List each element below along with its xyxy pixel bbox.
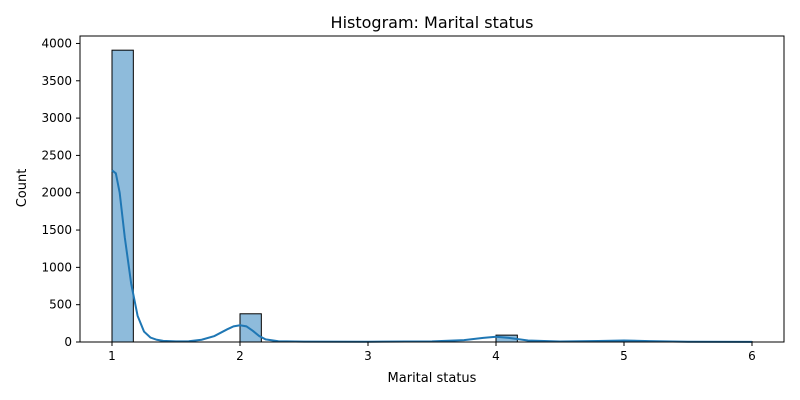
y-axis-ticks: 0 500 1000 1500 2000 2500 3000 3500 4000: [41, 36, 80, 349]
y-tick-label-2000: 2000: [41, 186, 72, 200]
x-tick-label-6: 6: [748, 349, 756, 363]
histogram-bar-2: [239, 313, 262, 343]
y-tick-label-2500: 2500: [41, 148, 72, 162]
x-tick-label-3: 3: [364, 349, 372, 363]
y-tick-label-1000: 1000: [41, 260, 72, 274]
x-tick-label-4: 4: [492, 349, 500, 363]
x-tick-label-1: 1: [108, 349, 116, 363]
chart-title: Histogram: Marital status: [331, 13, 534, 32]
y-tick-label-4000: 4000: [41, 36, 72, 50]
x-tick-label-5: 5: [620, 349, 628, 363]
kde-curve: [111, 169, 753, 343]
y-axis-label: Count: [15, 169, 30, 208]
x-axis-ticks: 1 2 3 4 5 6: [108, 342, 756, 363]
y-tick-label-0: 0: [64, 335, 72, 349]
x-tick-label-2: 2: [236, 349, 244, 363]
y-tick-label-500: 500: [49, 298, 72, 312]
x-axis-label: Marital status: [388, 371, 477, 386]
y-tick-label-1500: 1500: [41, 223, 72, 237]
histogram-bars: [111, 49, 753, 343]
histogram-bar-1: [111, 49, 134, 343]
plot-frame: [79, 35, 785, 343]
y-tick-label-3500: 3500: [41, 74, 72, 88]
y-tick-label-3000: 3000: [41, 111, 72, 125]
